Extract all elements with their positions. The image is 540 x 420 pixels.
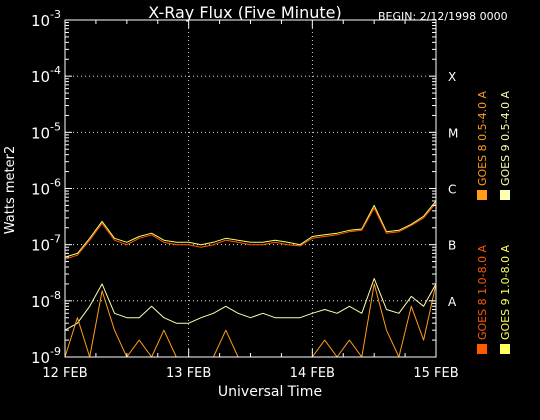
legend-swatch <box>477 344 487 354</box>
flare-class-labels: A B C M X <box>448 70 458 309</box>
x-tick-label: 14 FEB <box>290 366 335 381</box>
x-tick-label: 12 FEB <box>42 366 87 381</box>
flare-class-B: B <box>448 239 456 253</box>
chart-subtitle: BEGIN: 2/12/1998 0000 <box>378 10 508 23</box>
grid-lines <box>65 20 436 357</box>
y-axis-label: Watts meter2 <box>3 146 18 234</box>
x-tick-label: 15 FEB <box>413 366 458 381</box>
y-tick-label: 10-6 <box>31 177 61 199</box>
x-axis-ticks: 12 FEB 13 FEB 14 FEB 15 FEB <box>42 20 459 381</box>
y-axis-ticks: 10-9 10-8 10-7 10-6 10-5 10-4 10-3 <box>31 8 436 367</box>
legend-swatch <box>477 190 487 200</box>
y-tick-label: 10-3 <box>31 8 61 30</box>
y-tick-label: 10-5 <box>31 120 61 142</box>
series-group <box>64 200 437 358</box>
y-tick-label: 10-4 <box>31 64 61 86</box>
y-tick-label: 10-8 <box>31 289 61 311</box>
flare-class-A: A <box>448 295 457 309</box>
series-line-0 <box>64 202 437 260</box>
y-tick-label: 10-9 <box>31 345 61 367</box>
legend-label: GOES 8 1.0-8.0 A <box>476 244 489 340</box>
flare-class-M: M <box>448 126 458 140</box>
legend-label: GOES 9 1.0-8.0 A <box>499 244 512 340</box>
chart-title: X-Ray Flux (Five Minute) <box>148 3 341 22</box>
legend-label: GOES 8 0.5-4.0 A <box>476 90 489 186</box>
legend-label: GOES 9 0.5-4.0 A <box>499 90 512 186</box>
series-line-2 <box>64 200 437 258</box>
series-line-3 <box>64 278 437 331</box>
legend-swatch <box>500 190 510 200</box>
x-tick-label: 13 FEB <box>166 366 211 381</box>
legend: GOES 8 1.0-8.0 A GOES 8 0.5-4.0 A GOES 9 1… <box>476 90 512 354</box>
legend-swatch <box>500 344 510 354</box>
y-tick-label: 10-7 <box>31 233 61 255</box>
x-axis-label: Universal Time <box>218 384 322 400</box>
flare-class-C: C <box>448 183 456 197</box>
flare-class-X: X <box>448 70 456 84</box>
